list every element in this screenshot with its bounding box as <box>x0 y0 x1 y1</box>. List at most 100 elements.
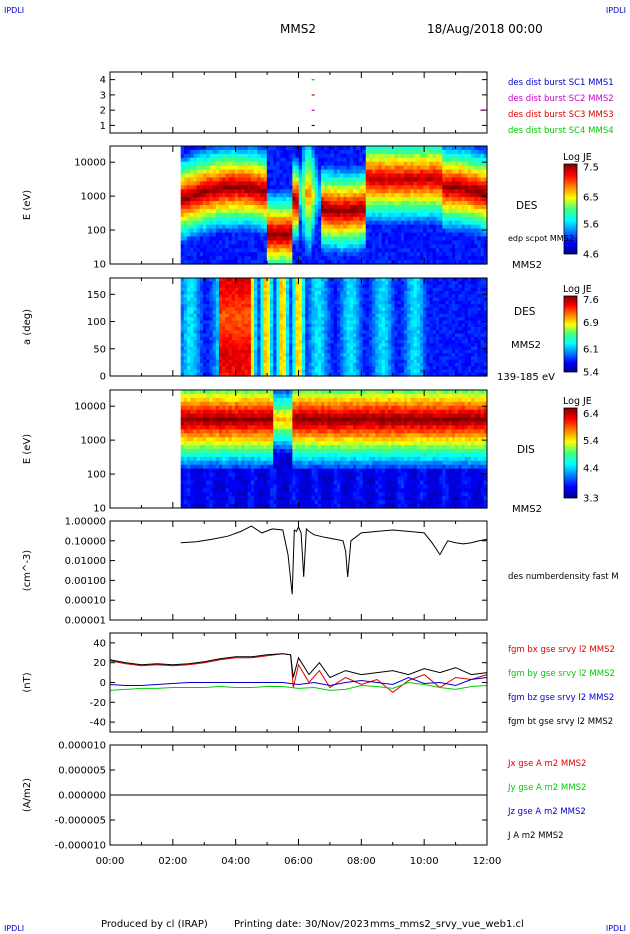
heatmap-cell <box>218 208 223 214</box>
heatmap-cell <box>203 201 207 206</box>
heatmap-cell <box>180 248 185 253</box>
heatmap-cell <box>260 252 265 257</box>
heatmap-cell <box>234 260 239 265</box>
heatmap-cell <box>250 181 255 186</box>
heatmap-cell <box>193 236 198 241</box>
heatmap-cell <box>209 146 214 151</box>
heatmap-cell <box>305 177 309 182</box>
heatmap-cell <box>196 181 201 186</box>
heatmap-cell <box>199 169 204 175</box>
heatmap-cell <box>238 185 242 190</box>
heatmap-cell <box>247 256 252 261</box>
heatmap-cell <box>301 165 306 171</box>
heatmap-cell <box>244 248 249 253</box>
heatmap-cell <box>305 173 309 179</box>
heatmap-cell <box>215 240 220 245</box>
heatmap-cell <box>234 212 239 218</box>
heatmap-cell <box>295 208 300 214</box>
heatmap-cell <box>183 236 188 241</box>
heatmap-cell <box>321 212 325 218</box>
heatmap-cell <box>250 252 255 257</box>
heatmap-cell <box>199 236 204 241</box>
heatmap-cell <box>321 189 325 194</box>
heatmap-cell <box>218 240 223 245</box>
heatmap-cell <box>273 177 278 182</box>
heatmap-cell <box>282 157 287 163</box>
heatmap-cell <box>311 252 316 257</box>
heatmap-cell <box>187 157 191 163</box>
heatmap-cell <box>190 173 195 179</box>
heatmap-cell <box>218 232 223 238</box>
heatmap-cell <box>231 256 236 261</box>
heatmap-cell <box>266 205 271 210</box>
heatmap-cell <box>190 224 195 230</box>
heatmap-cell <box>190 240 195 245</box>
heatmap-cell <box>305 181 309 186</box>
heatmap-cell <box>212 161 217 167</box>
heatmap-cell <box>222 208 226 214</box>
heatmap-cell <box>190 169 195 175</box>
heatmap-cell <box>298 208 303 214</box>
heatmap-cell <box>295 232 300 238</box>
heatmap-cell <box>282 193 287 198</box>
heatmap-cell <box>231 146 236 151</box>
heatmap-cell <box>228 157 233 163</box>
heatmap-cell <box>311 173 316 179</box>
heatmap-cell <box>187 256 191 261</box>
heatmap-cell <box>238 181 242 186</box>
heatmap-cell <box>247 177 252 182</box>
heatmap-cell <box>250 177 255 182</box>
heatmap-cell <box>187 252 191 257</box>
heatmap-cell <box>279 201 284 206</box>
heatmap-cell <box>203 173 207 179</box>
heatmap-cell <box>295 157 300 163</box>
heatmap-cell <box>270 220 274 226</box>
heatmap-cell <box>301 236 306 241</box>
heatmap-cell <box>257 146 262 151</box>
heatmap-cell <box>263 260 268 265</box>
heatmap-cell <box>317 208 322 214</box>
heatmap-cell <box>250 236 255 241</box>
heatmap-cell <box>212 216 217 222</box>
heatmap-cell <box>266 244 271 249</box>
heatmap-cell <box>292 177 297 182</box>
heatmap-cell <box>212 165 217 171</box>
heatmap-cell <box>250 146 255 151</box>
heatmap-cell <box>321 252 325 257</box>
heatmap-cell <box>295 224 300 230</box>
heatmap-cell <box>215 157 220 163</box>
heatmap-cell <box>193 146 198 151</box>
heatmap-cell <box>247 197 252 202</box>
heatmap-cell <box>311 260 316 265</box>
heatmap-cell <box>218 244 223 249</box>
heatmap-cell <box>241 161 246 167</box>
heatmap-cell <box>241 212 246 218</box>
heatmap-cell <box>311 244 316 249</box>
heatmap-cell <box>180 153 185 159</box>
heatmap-cell <box>273 193 278 198</box>
heatmap-cell <box>263 157 268 163</box>
heatmap-cell <box>193 205 198 210</box>
heatmap-cell <box>301 189 306 194</box>
heatmap-cell <box>231 189 236 194</box>
heatmap-cell <box>282 208 287 214</box>
heatmap-cell <box>231 248 236 253</box>
heatmap-cell <box>222 201 226 206</box>
heatmap-cell <box>222 220 226 226</box>
heatmap-cell <box>295 153 300 159</box>
heatmap-cell <box>234 252 239 257</box>
heatmap-cell <box>228 244 233 249</box>
heatmap-cell <box>193 224 198 230</box>
heatmap-cell <box>250 240 255 245</box>
heatmap-cell <box>321 220 325 226</box>
heatmap-cell <box>282 189 287 194</box>
heatmap-cell <box>215 256 220 261</box>
heatmap-cell <box>301 232 306 238</box>
heatmap-cell <box>244 205 249 210</box>
heatmap-cell <box>193 153 198 159</box>
heatmap-cell <box>263 240 268 245</box>
heatmap-cell <box>206 165 211 171</box>
heatmap-cell <box>199 165 204 171</box>
heatmap-cell <box>180 240 185 245</box>
heatmap-cell <box>183 153 188 159</box>
